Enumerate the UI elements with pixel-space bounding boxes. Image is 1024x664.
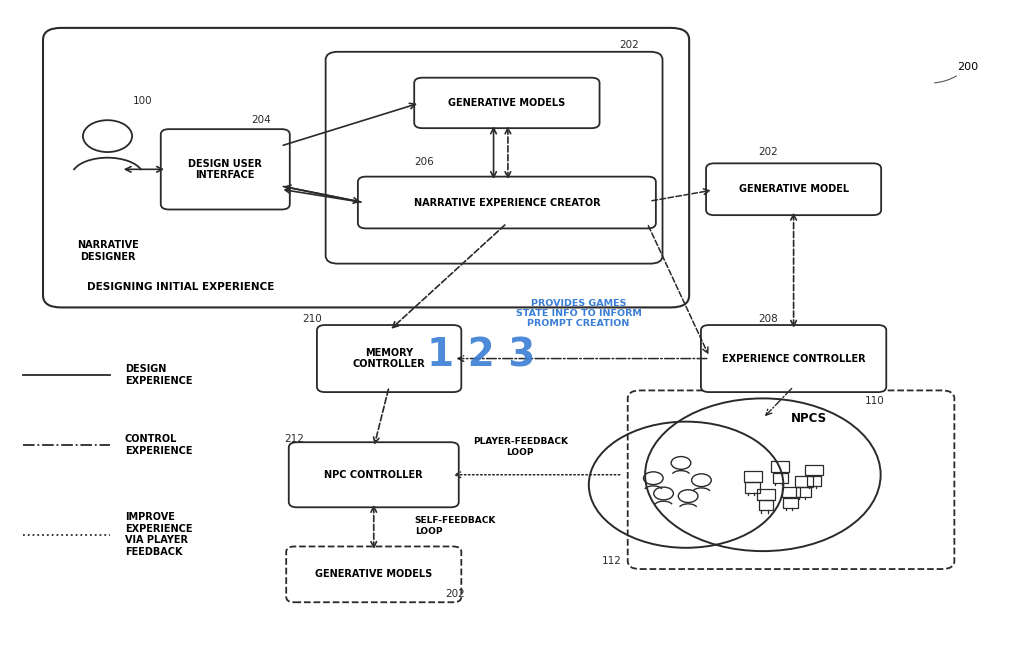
Text: 200: 200 bbox=[935, 62, 979, 83]
Text: GENERATIVE MODELS: GENERATIVE MODELS bbox=[315, 569, 432, 580]
FancyBboxPatch shape bbox=[286, 546, 461, 602]
FancyBboxPatch shape bbox=[289, 442, 459, 507]
Text: MEMORY
CONTROLLER: MEMORY CONTROLLER bbox=[352, 348, 426, 369]
Text: DESIGN USER
INTERFACE: DESIGN USER INTERFACE bbox=[188, 159, 262, 180]
Text: PROVIDES GAMES
STATE INFO TO INFORM
PROMPT CREATION: PROVIDES GAMES STATE INFO TO INFORM PROM… bbox=[516, 299, 641, 328]
Bar bbox=[743, 471, 762, 482]
Bar bbox=[773, 473, 787, 483]
Text: 208: 208 bbox=[758, 314, 777, 324]
Text: CONTROL
EXPERIENCE: CONTROL EXPERIENCE bbox=[125, 434, 193, 456]
Bar bbox=[771, 461, 790, 472]
Text: IMPROVE
EXPERIENCE
VIA PLAYER
FEEDBACK: IMPROVE EXPERIENCE VIA PLAYER FEEDBACK bbox=[125, 512, 193, 557]
Text: DESIGNING INITIAL EXPERIENCE: DESIGNING INITIAL EXPERIENCE bbox=[87, 282, 274, 292]
Bar bbox=[797, 487, 811, 497]
FancyBboxPatch shape bbox=[161, 129, 290, 210]
FancyBboxPatch shape bbox=[707, 163, 881, 215]
Text: GENERATIVE MODEL: GENERATIVE MODEL bbox=[738, 184, 849, 195]
Bar bbox=[757, 489, 775, 500]
Bar bbox=[795, 476, 813, 487]
Text: 110: 110 bbox=[865, 396, 885, 406]
Text: NARRATIVE
DESIGNER: NARRATIVE DESIGNER bbox=[77, 240, 138, 262]
Text: 1 2 3: 1 2 3 bbox=[427, 336, 536, 374]
Text: 204: 204 bbox=[251, 115, 270, 125]
FancyBboxPatch shape bbox=[317, 325, 461, 392]
Text: 210: 210 bbox=[302, 314, 322, 324]
Bar bbox=[759, 501, 773, 511]
Text: 100: 100 bbox=[133, 96, 153, 106]
FancyBboxPatch shape bbox=[43, 28, 689, 307]
FancyBboxPatch shape bbox=[414, 78, 599, 128]
Text: 112: 112 bbox=[602, 556, 622, 566]
Text: NPC CONTROLLER: NPC CONTROLLER bbox=[325, 469, 423, 480]
Text: NPCS: NPCS bbox=[791, 412, 827, 425]
Text: 212: 212 bbox=[285, 434, 304, 444]
Text: 202: 202 bbox=[758, 147, 777, 157]
Bar bbox=[807, 476, 821, 486]
Text: 202: 202 bbox=[445, 589, 465, 599]
FancyBboxPatch shape bbox=[700, 325, 886, 392]
Text: 202: 202 bbox=[620, 40, 639, 50]
Text: PLAYER-FEEDBACK
LOOP: PLAYER-FEEDBACK LOOP bbox=[473, 438, 567, 457]
Text: EXPERIENCE CONTROLLER: EXPERIENCE CONTROLLER bbox=[722, 353, 865, 364]
Text: SELF-FEEDBACK
LOOP: SELF-FEEDBACK LOOP bbox=[415, 516, 496, 536]
Text: NARRATIVE EXPERIENCE CREATOR: NARRATIVE EXPERIENCE CREATOR bbox=[414, 197, 600, 208]
Text: 206: 206 bbox=[415, 157, 434, 167]
FancyBboxPatch shape bbox=[326, 52, 663, 264]
Bar bbox=[745, 483, 760, 493]
Bar bbox=[805, 465, 823, 475]
Bar bbox=[783, 498, 798, 508]
FancyBboxPatch shape bbox=[358, 177, 656, 228]
Bar bbox=[781, 487, 800, 497]
FancyBboxPatch shape bbox=[628, 390, 954, 569]
Text: GENERATIVE MODELS: GENERATIVE MODELS bbox=[449, 98, 565, 108]
Text: DESIGN
EXPERIENCE: DESIGN EXPERIENCE bbox=[125, 365, 193, 386]
